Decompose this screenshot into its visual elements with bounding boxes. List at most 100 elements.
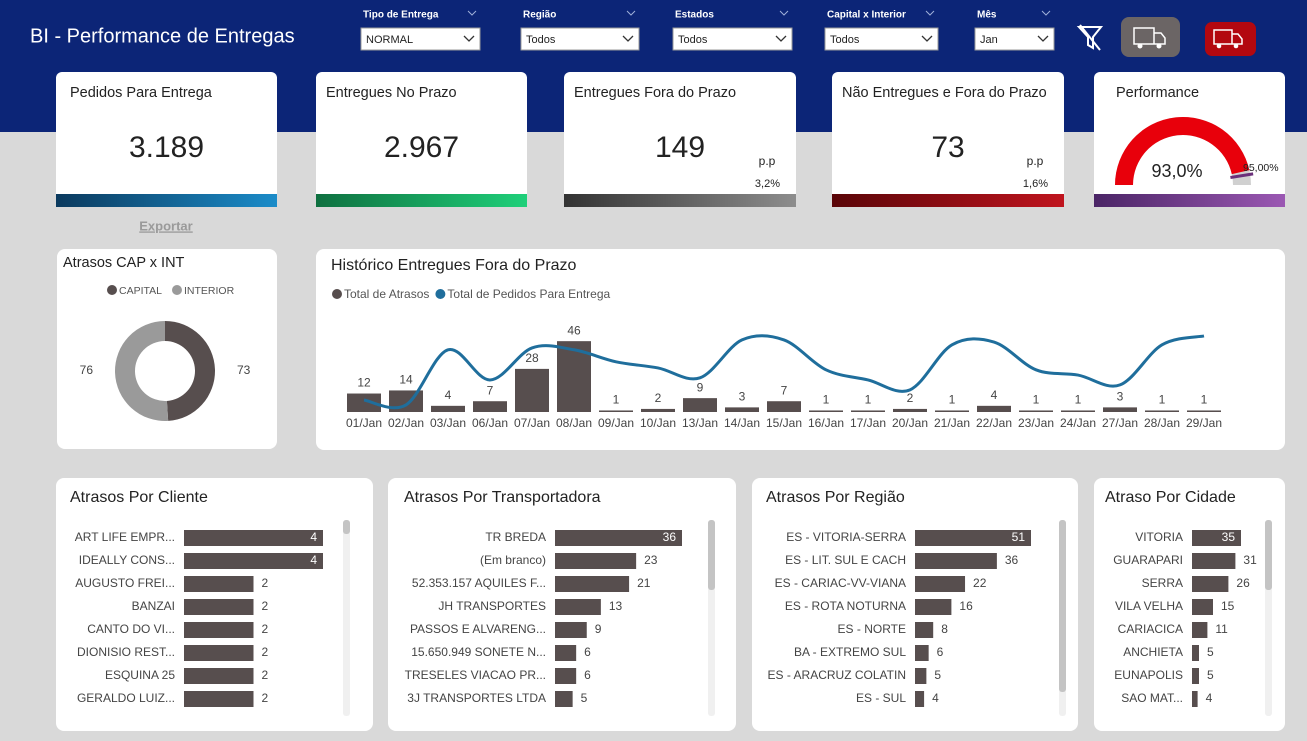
x-tick-label: 09/Jan [598, 416, 634, 430]
bar-value-label: 14 [399, 373, 413, 387]
x-tick-label: 06/Jan [472, 416, 508, 430]
legend-label: INTERIOR [184, 285, 235, 297]
y-tick-label: 15.650.949 SONETE N... [411, 645, 546, 659]
x-tick-label: 29/Jan [1186, 416, 1222, 430]
bar-value-label: 4 [1206, 691, 1213, 705]
y-tick-label: GERALDO LUIZ... [77, 691, 175, 705]
bar-value-label: 9 [697, 380, 704, 394]
bar-value-label: 1 [1159, 393, 1166, 407]
bar [809, 410, 843, 412]
wheel [1137, 43, 1143, 49]
filter-label: Capital x Interior [827, 10, 906, 21]
kpi-value: 73 [931, 131, 964, 164]
legend-label: Total de Pedidos Para Entrega [447, 287, 610, 301]
bar [184, 622, 254, 638]
bar-value-label: 1 [823, 393, 830, 407]
export-link[interactable]: Exportar [139, 218, 192, 233]
filter-dropdown[interactable]: Capital x Interior Todos [824, 10, 939, 51]
bar-value-label: 2 [262, 576, 269, 590]
bar-value-label: 28 [525, 351, 539, 365]
chart-card [57, 249, 277, 449]
bar [599, 410, 633, 412]
scrollbar-track [343, 520, 350, 716]
legend-label: Total de Atrasos [344, 287, 429, 301]
wheel [1216, 43, 1222, 49]
bar-value-label: 1 [1201, 393, 1208, 407]
x-tick-label: 13/Jan [682, 416, 718, 430]
box-chevron [1037, 35, 1049, 42]
legend-swatch [332, 289, 342, 299]
filter-value: NORMAL [366, 34, 413, 46]
y-tick-label: BA - EXTREMO SUL [794, 645, 906, 659]
clear-filter-icon[interactable] [1076, 24, 1104, 51]
scrollbar-thumb [343, 520, 350, 534]
line-series [363, 334, 1205, 410]
filter-dropdown[interactable]: Mês Jan [974, 10, 1055, 51]
y-tick-label: ART LIFE EMPR... [75, 530, 175, 544]
y-tick-label: ES - NORTE [838, 622, 906, 636]
bar-value-label: 1 [1075, 393, 1082, 407]
kpi-title: Não Entregues e Fora do Prazo [842, 85, 1047, 101]
y-tick-label: SERRA [1142, 576, 1183, 590]
y-tick-label: CANTO DO VI... [87, 622, 175, 636]
gauge-value [1115, 117, 1250, 185]
filter-dropdown[interactable]: Região Todos [520, 10, 640, 51]
donut-segment [165, 321, 215, 421]
bar [641, 408, 675, 412]
kpi-accent-bar [56, 194, 277, 207]
donut-value-label: 76 [80, 363, 94, 377]
legend-label: CAPITAL [119, 285, 162, 297]
kpi-value: 2.967 [384, 131, 459, 164]
filter-label: Estados [675, 10, 714, 21]
box-chevron [775, 35, 787, 42]
truck-button-red[interactable] [1205, 22, 1256, 56]
bar-value-label: 51 [1012, 530, 1026, 544]
bar-value-label: 7 [781, 383, 788, 397]
filter-dropdown[interactable]: Tipo de Entrega NORMAL [360, 10, 481, 51]
bar-value-label: 5 [1207, 645, 1214, 659]
y-tick-label: AUGUSTO FREI... [75, 576, 175, 590]
bar-value-label: 2 [262, 622, 269, 636]
bar [347, 393, 381, 412]
gauge-target-label: 95,00% [1243, 162, 1279, 174]
bar [1192, 645, 1199, 661]
bar [915, 599, 952, 615]
kpi-accent-bar [832, 194, 1064, 207]
y-tick-label: ES - LIT. SUL E CACH [785, 553, 906, 567]
bar [555, 691, 573, 707]
wheel [1156, 43, 1162, 49]
bar [1192, 576, 1229, 592]
x-tick-label: 23/Jan [1018, 416, 1054, 430]
label-chevron [925, 10, 935, 16]
filter-box [672, 27, 793, 51]
kpi-note: p.p [759, 154, 776, 168]
filter-box [974, 27, 1055, 51]
x-tick-label: 27/Jan [1102, 416, 1138, 430]
box-chevron [921, 35, 933, 42]
chart-title: Histórico Entregues Fora do Prazo [331, 257, 577, 274]
wheel [1233, 43, 1239, 49]
bar [1192, 622, 1208, 638]
bar [184, 599, 254, 615]
bar [935, 410, 969, 412]
bar [893, 408, 927, 412]
bar [555, 576, 630, 592]
x-tick-label: 16/Jan [808, 416, 844, 430]
truck-button-gray[interactable] [1121, 17, 1180, 57]
bar [1192, 691, 1198, 707]
truck-icon [1213, 29, 1243, 45]
bar [851, 410, 885, 412]
kpi-note: p.p [1027, 154, 1044, 168]
chart-title: Atrasos CAP x INT [63, 255, 185, 271]
filter-dropdown[interactable]: Estados Todos [672, 10, 793, 51]
bar-value-label: 13 [609, 599, 623, 613]
bar [977, 405, 1011, 412]
chart-title: Atrasos Por Cliente [70, 489, 208, 506]
bar-value-label: 2 [262, 691, 269, 705]
x-tick-label: 28/Jan [1144, 416, 1180, 430]
legend-swatch [107, 285, 117, 295]
bar [1061, 410, 1095, 412]
bar-value-label: 7 [487, 383, 494, 397]
gauge-value-label: 93,0% [1151, 161, 1202, 181]
bar [184, 530, 323, 546]
